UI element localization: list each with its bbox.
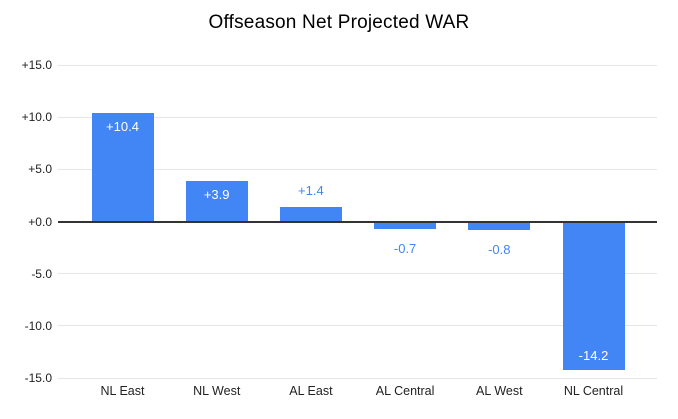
y-axis-tick-label: -15.0 <box>24 371 52 385</box>
y-axis-tick-label: -10.0 <box>24 318 52 333</box>
gridline <box>58 273 657 275</box>
bar-nl-west[interactable] <box>185 180 248 222</box>
bar-al-west[interactable] <box>468 221 531 230</box>
gridline <box>58 64 657 66</box>
bar-nl-east[interactable] <box>91 112 154 222</box>
x-axis-category-label: NL East <box>100 384 145 398</box>
gridline <box>58 377 657 379</box>
bar-value-label: -0.8 <box>488 241 511 257</box>
y-axis-tick-label: +15.0 <box>21 58 52 72</box>
bar-value-label: -14.2 <box>578 347 609 363</box>
x-axis-category-label: AL Central <box>375 384 435 398</box>
x-axis-category-label: NL West <box>193 384 241 398</box>
zero-baseline <box>58 220 657 223</box>
gridline <box>58 325 657 327</box>
bar-value-label: -0.7 <box>393 240 417 256</box>
y-axis-tick-label: +10.0 <box>21 110 52 125</box>
x-axis-category-label: AL West <box>476 384 523 398</box>
bar-value-label: +1.4 <box>298 182 324 198</box>
bar-nl-central[interactable] <box>562 221 625 370</box>
bar-al-central[interactable] <box>374 221 437 229</box>
y-axis-tick-label: +5.0 <box>28 162 52 177</box>
bar-value-label: +3.9 <box>203 186 230 202</box>
x-axis-category-label: NL Central <box>563 384 624 398</box>
y-axis-tick-label: -5.0 <box>31 266 52 281</box>
bar-value-label: +10.4 <box>106 118 139 134</box>
bar-al-east[interactable] <box>279 206 342 222</box>
plot-area: +10.4 +3.9 +1.4 -0.7 -0.8 -14.2 <box>58 64 657 379</box>
chart-title: Offseason Net Projected WAR <box>208 12 470 33</box>
x-axis-category-label: AL East <box>289 384 333 398</box>
y-axis-tick-label: +0.0 <box>28 214 52 229</box>
gridline <box>58 168 657 170</box>
gridline <box>58 116 657 118</box>
